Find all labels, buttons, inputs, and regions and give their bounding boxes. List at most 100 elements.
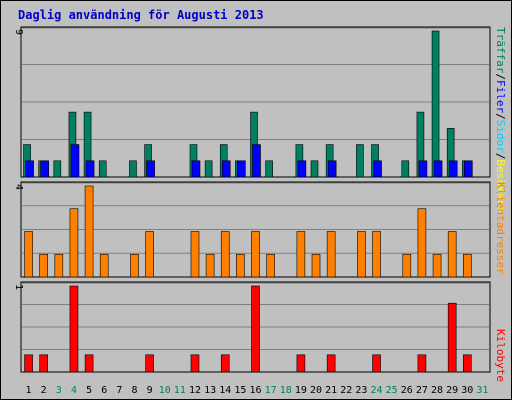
bar-filer-day-24 <box>373 160 382 178</box>
x-tick-label-day-26: 26 <box>401 385 413 396</box>
x-tick-label-day-20: 20 <box>310 385 322 396</box>
bar-middle-day-24 <box>372 231 381 278</box>
bar-filer-day-4 <box>70 144 80 178</box>
bar-bottom-day-5 <box>84 354 94 373</box>
legend-top-part-4: Sidor <box>494 120 507 153</box>
bar-middle-day-20 <box>311 253 321 278</box>
x-tick-label-day-8: 8 <box>131 385 137 396</box>
bar-bottom-day-21 <box>326 354 336 373</box>
x-tick-label-day-12: 12 <box>189 385 201 396</box>
bar-traffar-day-23 <box>356 144 364 178</box>
legend-bottom: Kilobyte <box>494 329 507 382</box>
x-tick-label-day-10: 10 <box>159 385 171 396</box>
legend-top-part-6: Besökare <box>494 159 507 212</box>
y-tick-label-bottom: 1 <box>13 284 24 290</box>
x-tick-label-day-31: 31 <box>476 385 488 396</box>
bar-filer-day-12 <box>191 160 201 178</box>
bar-bottom-day-19 <box>296 354 306 373</box>
bar-bottom-day-12 <box>190 354 200 373</box>
x-tick-label-day-5: 5 <box>86 385 92 396</box>
x-tick-label-day-2: 2 <box>41 385 47 396</box>
bar-bottom-day-4 <box>69 285 79 373</box>
y-tick-label-top: 9 <box>13 29 24 35</box>
legend-top-part-5: / <box>494 153 507 160</box>
x-tick-label-day-1: 1 <box>26 385 32 396</box>
bar-middle-day-9 <box>145 231 154 278</box>
x-tick-label-day-21: 21 <box>325 385 337 396</box>
legend-top-part-1: / <box>494 73 507 80</box>
legend-bottom-part-0: Kilobyte <box>494 329 507 382</box>
bar-bottom-day-9 <box>145 354 154 373</box>
bar-bottom-day-27 <box>417 354 427 373</box>
bar-middle-day-2 <box>39 253 48 278</box>
bar-traffar-day-28 <box>431 30 440 178</box>
bar-filer-day-30 <box>464 160 473 178</box>
bar-middle-day-4 <box>69 208 79 278</box>
bar-traffar-day-20 <box>310 160 319 178</box>
bar-filer-day-16 <box>252 144 261 178</box>
bar-middle-day-23 <box>357 231 366 278</box>
x-tick-label-day-9: 9 <box>147 385 153 396</box>
bar-middle-day-19 <box>296 231 306 278</box>
x-tick-label-day-29: 29 <box>446 385 458 396</box>
x-tick-label-day-23: 23 <box>355 385 367 396</box>
bar-filer-day-15 <box>237 160 246 178</box>
x-tick-label-day-16: 16 <box>249 385 261 396</box>
bar-middle-day-13 <box>205 253 215 278</box>
legend-middle-part-0: Klientadresser <box>494 182 507 275</box>
chart-title: Daglig användning för Augusti 2013 <box>18 8 264 22</box>
bar-middle-day-26 <box>402 253 412 278</box>
bar-filer-day-29 <box>448 160 458 178</box>
bar-filer-day-21 <box>327 160 337 178</box>
x-tick-label-day-24: 24 <box>371 385 383 396</box>
bar-middle-day-15 <box>236 253 245 278</box>
bar-middle-day-12 <box>190 231 200 278</box>
bar-middle-day-6 <box>99 253 109 278</box>
bar-filer-day-14 <box>221 160 231 178</box>
bar-filer-day-27 <box>418 160 428 178</box>
x-tick-label-day-25: 25 <box>386 385 398 396</box>
legend-top-part-0: Träffar <box>494 27 507 74</box>
x-tick-label-day-22: 22 <box>340 385 352 396</box>
bar-middle-day-8 <box>130 253 139 278</box>
legend-top-part-3: / <box>494 113 507 120</box>
bar-filer-day-28 <box>433 160 443 178</box>
bar-filer-day-9 <box>146 160 155 178</box>
bar-middle-day-5 <box>84 185 94 278</box>
bar-traffar-day-8 <box>129 160 137 178</box>
bar-middle-day-27 <box>417 208 427 278</box>
bar-bottom-day-29 <box>447 302 457 373</box>
bar-middle-day-14 <box>220 231 230 278</box>
x-tick-label-day-6: 6 <box>101 385 107 396</box>
x-tick-label-day-14: 14 <box>219 385 231 396</box>
x-tick-label-day-7: 7 <box>116 385 122 396</box>
bar-traffar-day-6 <box>98 160 107 178</box>
bar-filer-day-5 <box>85 160 95 178</box>
x-tick-label-day-11: 11 <box>174 385 186 396</box>
bar-middle-day-21 <box>326 231 336 278</box>
bar-middle-day-17 <box>266 253 275 278</box>
x-tick-label-day-3: 3 <box>56 385 62 396</box>
bar-traffar-day-13 <box>204 160 213 178</box>
bar-middle-day-3 <box>54 253 64 278</box>
bar-bottom-day-24 <box>372 354 381 373</box>
bar-bottom-day-16 <box>251 285 260 373</box>
bar-middle-day-29 <box>447 231 457 278</box>
bar-traffar-day-3 <box>53 160 62 178</box>
legend-middle: Klientadresser <box>494 182 507 275</box>
legend-top-part-2: Filer <box>494 80 507 113</box>
x-tick-label-day-19: 19 <box>295 385 307 396</box>
bar-middle-day-28 <box>432 253 442 278</box>
bar-filer-day-1 <box>25 160 34 178</box>
x-tick-label-day-27: 27 <box>416 385 428 396</box>
bar-filer-day-19 <box>297 160 307 178</box>
bar-bottom-day-2 <box>39 354 48 373</box>
bar-filer-day-2 <box>40 160 49 178</box>
bar-traffar-day-17 <box>265 160 273 178</box>
legend-top: Träffar/Filer/Sidor/Besökare <box>494 27 507 212</box>
x-tick-label-day-17: 17 <box>265 385 277 396</box>
y-tick-label-middle: 4 <box>13 184 24 190</box>
x-tick-label-day-30: 30 <box>461 385 473 396</box>
bar-traffar-day-26 <box>401 160 410 178</box>
